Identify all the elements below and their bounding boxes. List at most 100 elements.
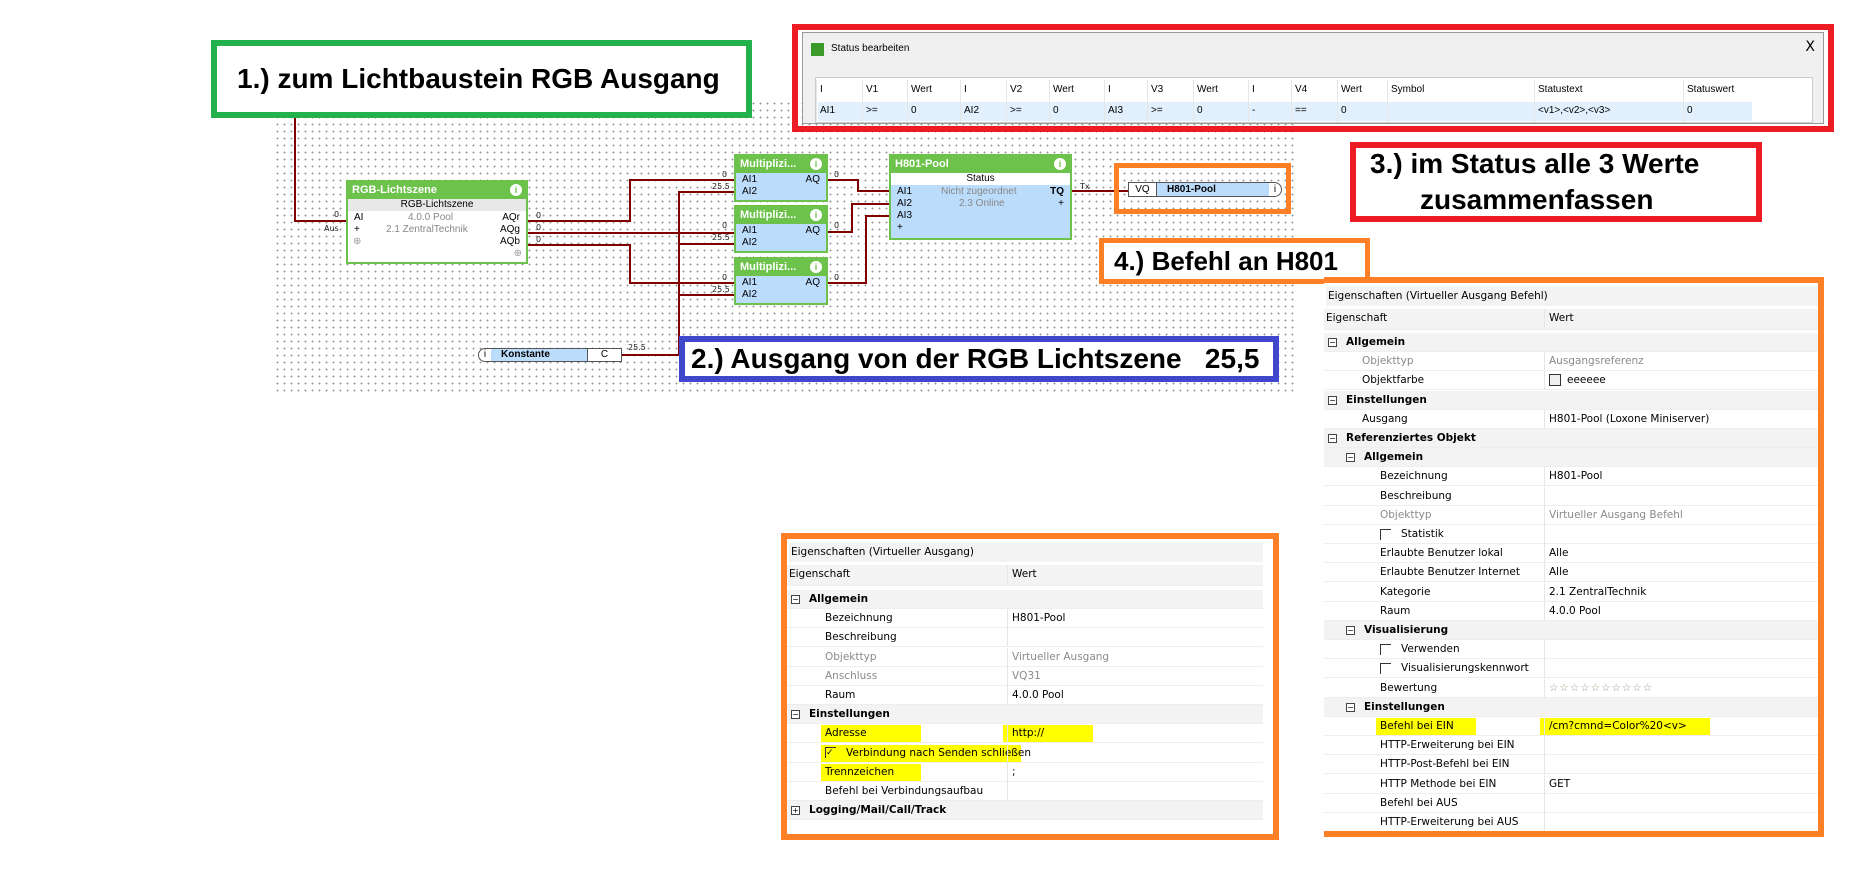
property-row[interactable]: Raum 4.0.0 Pool [1324, 601, 1818, 621]
property-row[interactable]: − Allgemein [787, 590, 1263, 609]
pin-ai2[interactable]: AI2 [742, 289, 758, 300]
pin-ai2[interactable]: AI2 [742, 237, 758, 248]
multiplier-block[interactable]: Multiplizi... i AI1 AI2 AQ [734, 257, 828, 305]
property-row[interactable]: Objektfarbe eeeeee [1324, 371, 1818, 391]
property-value[interactable] [1544, 486, 1818, 506]
collapse-icon[interactable]: − [791, 595, 800, 604]
table-cell[interactable]: >= [866, 105, 878, 116]
property-row[interactable]: Erlaubte Benutzer Internet Alle [1324, 563, 1818, 583]
property-row[interactable]: − Visualisierung [1324, 621, 1818, 640]
property-row[interactable]: Raum 4.0.0 Pool [787, 686, 1263, 705]
property-row[interactable]: Befehl bei Verbindungsaufbau [787, 782, 1263, 801]
pin-aq[interactable]: AQ [805, 174, 820, 185]
pin-aqr[interactable]: AQr [502, 212, 520, 223]
table-cell[interactable]: 0 [1341, 105, 1347, 116]
column-header[interactable]: I [964, 84, 967, 95]
checkbox-row[interactable]: Verwenden [1380, 640, 1460, 659]
collapse-icon[interactable]: − [1328, 338, 1337, 347]
property-row[interactable]: HTTP Methode bei EIN GET [1324, 774, 1818, 794]
property-value[interactable] [1544, 793, 1818, 813]
table-cell[interactable]: == [1295, 105, 1307, 116]
checkbox[interactable] [1380, 528, 1391, 540]
constant-block[interactable]: i Konstante C [478, 348, 622, 362]
property-row[interactable]: − Einstellungen [1324, 390, 1818, 410]
table-row[interactable] [818, 102, 1752, 121]
pin-ai2[interactable]: AI2 [897, 198, 913, 209]
property-row[interactable]: Beschreibung [1324, 486, 1818, 506]
property-row[interactable]: − Allgemein [1324, 333, 1818, 352]
property-value[interactable]: Virtueller Ausgang Befehl [1544, 505, 1818, 525]
checkbox-row[interactable]: Statistik [1380, 525, 1444, 544]
info-icon[interactable]: i [1054, 158, 1066, 170]
info-icon[interactable]: i [810, 158, 822, 170]
checkbox[interactable]: ✓ [825, 747, 836, 759]
add-output-icon[interactable]: + [1058, 198, 1064, 209]
table-cell[interactable]: AI1 [820, 105, 836, 116]
column-header[interactable]: V4 [1295, 84, 1308, 95]
property-value[interactable] [1544, 755, 1818, 775]
property-row[interactable]: Trennzeichen; [787, 762, 1263, 782]
info-icon[interactable]: i [510, 184, 522, 196]
property-value[interactable] [1544, 813, 1818, 831]
property-value[interactable]: 4.0.0 Pool [1544, 601, 1818, 621]
h801-status-block[interactable]: H801-Pool i Status AI1 AI2 AI3 + Nicht zu… [889, 154, 1072, 240]
property-value[interactable] [1007, 782, 1263, 801]
property-row[interactable]: Verwenden [1324, 640, 1818, 660]
pin-ai1[interactable]: AI1 [897, 186, 913, 197]
property-row[interactable]: HTTP-Post-Befehl bei EIN [1324, 755, 1818, 775]
property-row[interactable]: − Referenziertes Objekt [1324, 429, 1818, 448]
pin-ai1[interactable]: AI1 [742, 277, 758, 288]
pin-aq[interactable]: AQ [805, 277, 820, 288]
property-value[interactable]: H801-Pool [1007, 609, 1263, 629]
property-value[interactable]: 4.0.0 Pool [1007, 686, 1263, 705]
property-value[interactable]: 2.1 ZentralTechnik [1544, 582, 1818, 602]
property-value[interactable]: VQ31 [1007, 666, 1263, 686]
table-cell[interactable]: >= [1010, 105, 1022, 116]
checkbox[interactable] [1380, 643, 1391, 655]
property-value[interactable]: Alle [1544, 544, 1818, 564]
column-header[interactable]: V3 [1151, 84, 1164, 95]
collapse-icon[interactable]: − [1328, 434, 1337, 443]
column-header[interactable]: Wert [1197, 84, 1218, 95]
property-value[interactable] [1544, 659, 1818, 679]
expand-icon[interactable]: + [791, 806, 800, 816]
column-header[interactable]: Symbol [1391, 84, 1425, 95]
property-value[interactable] [1544, 640, 1818, 660]
collapse-icon[interactable]: − [1346, 702, 1355, 712]
property-row[interactable]: Bezeichnung H801-Pool [1324, 467, 1818, 487]
property-row[interactable]: Kategorie 2.1 ZentralTechnik [1324, 582, 1818, 602]
property-value[interactable]: Alle [1544, 563, 1818, 583]
add-output-icon[interactable]: ⊕ [513, 248, 522, 259]
property-value[interactable] [1007, 628, 1263, 648]
property-row[interactable]: Befehl bei AUS [1324, 793, 1818, 813]
pin-add[interactable]: + [897, 222, 903, 233]
property-value[interactable]: ☆☆☆☆☆☆☆☆☆☆ [1544, 678, 1818, 698]
pin-ai3[interactable]: AI3 [897, 210, 913, 221]
property-row[interactable]: Objekttyp Ausgangsreferenz [1324, 352, 1818, 372]
virtual-output-vq[interactable]: VQ H801-Pool i [1128, 182, 1282, 197]
add-input-icon[interactable]: ⊕ [353, 236, 362, 247]
column-header[interactable]: I [1108, 84, 1111, 95]
column-header[interactable]: I [1252, 84, 1255, 95]
property-row[interactable]: HTTP-Erweiterung bei EIN [1324, 736, 1818, 756]
column-header[interactable]: Statustext [1538, 84, 1583, 95]
property-row[interactable]: − Einstellungen [787, 705, 1263, 725]
info-icon[interactable]: i [1273, 184, 1277, 195]
property-row[interactable]: Statistik [1324, 525, 1818, 544]
property-row[interactable]: Objekttyp Virtueller Ausgang [787, 647, 1263, 667]
pin-ai1[interactable]: AI1 [742, 174, 758, 185]
collapse-icon[interactable]: − [1346, 626, 1355, 635]
table-cell[interactable]: 0 [1687, 105, 1693, 116]
multiplier-block[interactable]: Multiplizi... i AI1 AI2 AQ [734, 154, 828, 202]
multiplier-block[interactable]: Multiplizi... i AI1 AI2 AQ [734, 205, 828, 253]
property-value[interactable]: http:// [1007, 724, 1263, 744]
info-icon[interactable]: i [810, 209, 822, 221]
collapse-icon[interactable]: − [1346, 453, 1355, 463]
column-header[interactable]: I [820, 84, 823, 95]
collapse-icon[interactable]: − [1328, 395, 1337, 405]
table-cell[interactable]: 0 [1053, 105, 1059, 116]
color-swatch[interactable] [1549, 374, 1561, 387]
pin-aq[interactable]: AQ [805, 225, 820, 236]
table-cell[interactable]: 0 [1197, 105, 1203, 116]
checkbox-row[interactable]: Visualisierungskennwort [1380, 659, 1529, 678]
